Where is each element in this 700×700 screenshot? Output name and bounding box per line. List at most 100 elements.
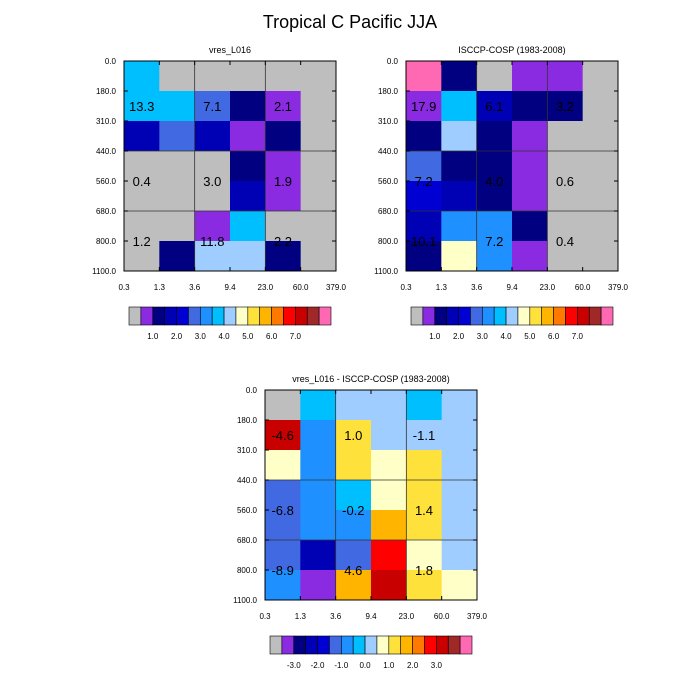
heatmap-cell <box>300 390 337 421</box>
colorbar-swatch <box>176 306 189 326</box>
heatmap-cell <box>406 151 442 182</box>
data-label: 1.8 <box>415 563 433 578</box>
colorbar-swatch <box>410 306 424 326</box>
colorbar-swatch <box>376 635 390 655</box>
colorbar-swatch <box>436 635 449 655</box>
x-tick-label: 1.3 <box>154 283 166 292</box>
colorbar-swatch <box>529 306 543 326</box>
heatmap-cell <box>300 151 337 182</box>
heatmap-cell <box>582 91 619 122</box>
colorbar-swatch <box>553 306 566 326</box>
y-tick-label: 680.0 <box>237 536 258 545</box>
colorbar-label: 3.0 <box>431 661 443 670</box>
colorbar-label: 4.0 <box>500 332 512 341</box>
heatmap-cell <box>547 91 584 122</box>
heatmap-cell <box>159 121 196 152</box>
panel-3: vres_L016 - ISCCP-COSP (1983-2008) 0.3 1.3… <box>233 374 487 670</box>
data-label: 0.4 <box>556 234 574 249</box>
heatmap-cell <box>441 151 478 182</box>
heatmap-cell <box>159 91 196 122</box>
colorbar-swatch <box>199 306 213 326</box>
colorbar-label: 5.0 <box>524 332 536 341</box>
colorbar-label: 3.0 <box>477 332 489 341</box>
heatmap-cell <box>547 151 584 182</box>
heatmap-cell <box>194 181 231 212</box>
data-label: 6.1 <box>485 99 503 114</box>
heatmap-cell <box>406 570 443 601</box>
heatmap-cell <box>547 61 584 92</box>
colorbar-label: 2.0 <box>453 332 465 341</box>
x-tick-label: 0.3 <box>118 283 130 292</box>
heatmap-cell <box>582 121 619 152</box>
heatmap-cell <box>441 390 478 421</box>
colorbar-swatch <box>493 306 507 326</box>
heatmap-cell <box>476 91 513 122</box>
colorbar-swatch <box>306 306 320 326</box>
heatmap-cell <box>582 61 619 92</box>
heatmap-cell <box>159 151 196 182</box>
y-tick-label: 440.0 <box>96 147 117 156</box>
colorbar-swatch <box>211 306 225 326</box>
heatmap-cell <box>441 510 478 541</box>
data-label: -8.9 <box>271 563 293 578</box>
colorbar-swatch <box>140 306 154 326</box>
colorbar-swatch <box>128 306 142 326</box>
x-tick-label: 379.0 <box>608 283 629 292</box>
colorbar-label: -2.0 <box>311 661 325 670</box>
colorbar-swatch <box>588 306 602 326</box>
data-label: 4.0 <box>485 174 503 189</box>
colorbar-swatch <box>247 306 261 326</box>
panel-title: vres_L016 <box>209 45 251 55</box>
x-tick-label: 3.6 <box>471 283 483 292</box>
heatmap-cell <box>441 570 478 601</box>
colorbar-label: 2.0 <box>407 661 419 670</box>
heatmap-cell <box>512 121 548 152</box>
heatmap-cell <box>300 241 337 272</box>
heatmap-cell <box>124 61 160 92</box>
panel-1: vres_L016 0.3 1.3 3.6 9.4 23.0 60.0 379.0 0.0 180… <box>92 45 346 341</box>
heatmap-cell <box>476 121 513 152</box>
heatmap-cell <box>406 540 443 571</box>
colorbar-swatch <box>400 635 413 655</box>
data-label: 1.4 <box>415 503 433 518</box>
x-tick-label: 60.0 <box>575 283 591 292</box>
heatmap-cell <box>335 450 372 481</box>
colorbar-swatch <box>447 635 461 655</box>
page-title: Tropical C Pacific JJA <box>263 12 437 32</box>
heatmap-cell <box>194 211 231 242</box>
colorbar-swatch <box>271 306 284 326</box>
x-tick-label: 0.3 <box>400 283 412 292</box>
data-label: 10.1 <box>411 234 436 249</box>
colorbar-swatch <box>517 306 531 326</box>
y-tick-label: 680.0 <box>378 207 399 216</box>
heatmap-cell <box>265 61 302 92</box>
colorbar-label: -3.0 <box>287 661 301 670</box>
y-tick-label: 0.0 <box>246 386 258 395</box>
colorbar-swatch <box>458 306 471 326</box>
colorbar-swatch <box>164 306 177 326</box>
y-tick-label: 180.0 <box>378 87 399 96</box>
heatmap-cell <box>265 450 301 481</box>
colorbar-label: 1.0 <box>429 332 441 341</box>
heatmap-cell <box>441 91 478 122</box>
y-tick-label: 1100.0 <box>374 267 398 276</box>
y-tick-label: 310.0 <box>96 117 117 126</box>
data-label: -6.8 <box>271 503 293 518</box>
colorbar-swatch <box>600 306 614 326</box>
heatmap-cell <box>582 211 619 242</box>
heatmap-cell <box>406 61 442 92</box>
heatmap-cell <box>230 181 266 212</box>
y-tick-label: 800.0 <box>378 237 399 246</box>
colorbar-swatch <box>422 306 436 326</box>
heatmap-cell <box>265 181 302 212</box>
colorbar-label: 2.0 <box>171 332 183 341</box>
heatmap-cell <box>512 241 548 272</box>
heatmap-cell <box>124 241 160 272</box>
colorbar-swatch <box>577 306 590 326</box>
colorbar-swatch <box>352 635 366 655</box>
heatmap-cell <box>371 420 407 451</box>
y-tick-label: 0.0 <box>105 57 117 66</box>
heatmap-cell <box>230 211 266 242</box>
heatmap-cell <box>512 61 548 92</box>
